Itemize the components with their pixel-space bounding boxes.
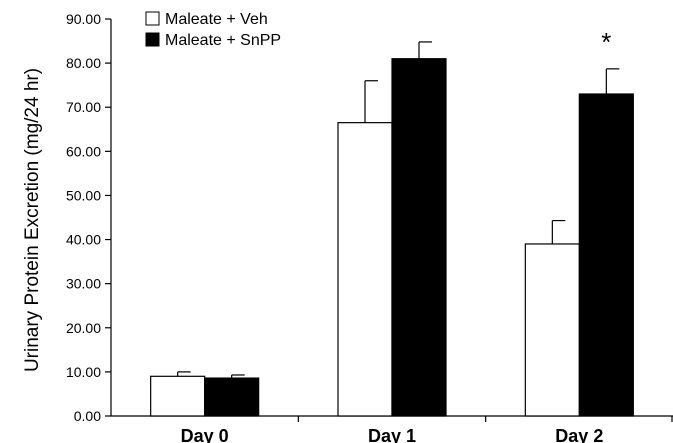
legend: Maleate + Veh Maleate + SnPP bbox=[145, 11, 281, 49]
legend-label: Maleate + Veh bbox=[165, 11, 268, 28]
x-tick-label: Day 1 bbox=[368, 426, 416, 443]
legend-swatch bbox=[145, 11, 160, 26]
x-tick-label: Day 0 bbox=[181, 426, 229, 443]
bar-veh bbox=[150, 375, 206, 417]
y-tick-label: 80.00 bbox=[66, 55, 101, 71]
bars bbox=[150, 41, 634, 417]
legend-swatch bbox=[145, 32, 160, 47]
legend-label: Maleate + SnPP bbox=[165, 32, 281, 49]
y-tick-label: 30.00 bbox=[66, 276, 101, 292]
annotations: * bbox=[601, 27, 611, 57]
bar-snpp bbox=[204, 377, 260, 417]
y-tick-label: 10.00 bbox=[66, 364, 101, 380]
y-tick-label: 0.00 bbox=[74, 408, 101, 424]
y-tick-label: 40.00 bbox=[66, 232, 101, 248]
x-axis: Day 0 Day 1 Day 2 bbox=[111, 415, 673, 443]
y-axis: 0.00 10.00 20.00 30.00 40.00 50.00 60.00 70.00 8… bbox=[66, 11, 112, 424]
significance-marker: * bbox=[601, 27, 611, 57]
bar-snpp bbox=[391, 58, 447, 417]
y-tick-label: 60.00 bbox=[66, 143, 101, 159]
bar-veh bbox=[337, 122, 393, 417]
x-tick-label: Day 2 bbox=[555, 426, 603, 443]
y-tick-label: 20.00 bbox=[66, 320, 101, 336]
y-tick-label: 90.00 bbox=[66, 11, 101, 27]
y-tick-label: 70.00 bbox=[66, 99, 101, 115]
y-tick-label: 50.00 bbox=[66, 187, 101, 203]
bar-veh bbox=[524, 243, 580, 417]
bar-snpp bbox=[578, 93, 634, 417]
y-axis-title: Urinary Protein Excretion (mg/24 hr) bbox=[22, 68, 43, 372]
